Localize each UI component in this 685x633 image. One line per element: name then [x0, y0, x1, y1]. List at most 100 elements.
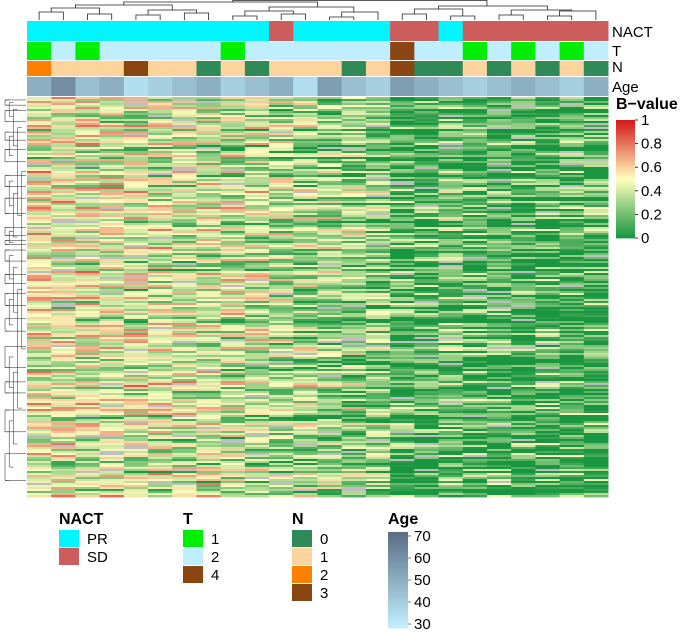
heatmap-cell — [293, 331, 318, 334]
heatmap-cell — [27, 163, 52, 166]
heatmap-cell — [148, 391, 173, 394]
heatmap-cell — [438, 133, 464, 136]
heatmap-cell — [486, 369, 512, 372]
heatmap-cell — [220, 473, 246, 476]
heatmap-cell — [148, 287, 173, 290]
heatmap-cell — [341, 319, 367, 322]
heatmap-cell — [220, 345, 246, 348]
heatmap-cell — [51, 365, 76, 368]
heatmap-cell — [511, 429, 536, 432]
heatmap-cell — [341, 331, 367, 334]
heatmap-cell — [75, 125, 101, 128]
heatmap-cell — [365, 237, 391, 240]
heatmap-cell — [172, 407, 197, 410]
heatmap-cell — [414, 425, 440, 428]
heatmap-cell — [390, 123, 415, 126]
heatmap-cell — [99, 153, 125, 156]
heatmap-cell — [172, 243, 197, 246]
heatmap-cell — [462, 477, 488, 480]
heatmap-cell — [75, 365, 101, 368]
heatmap-cell — [438, 193, 464, 196]
heatmap-cell — [462, 313, 488, 316]
heatmap-cell — [75, 149, 101, 152]
heatmap-cell — [390, 251, 415, 254]
heatmap-cell — [390, 247, 415, 250]
heatmap-cell — [220, 351, 246, 354]
heatmap-cell — [365, 435, 391, 438]
heatmap-cell — [365, 379, 391, 382]
heatmap-cell — [341, 457, 367, 460]
heatmap-cell — [51, 101, 76, 104]
heatmap-cell — [196, 373, 222, 376]
annotation-cell — [269, 77, 294, 96]
heatmap-cell — [511, 209, 536, 212]
heatmap-cell — [317, 303, 343, 306]
heatmap-cell — [317, 157, 343, 160]
heatmap-cell — [511, 265, 536, 268]
heatmap-cell — [341, 125, 367, 128]
heatmap-cell — [293, 119, 318, 122]
heatmap-cell — [341, 425, 367, 428]
heatmap-cell — [51, 113, 76, 116]
row-dendrogram — [4, 99, 26, 481]
heatmap-cell — [148, 425, 173, 428]
heatmap-cell — [269, 155, 294, 158]
heatmap-cell — [583, 157, 609, 160]
heatmap-cell — [341, 345, 367, 348]
heatmap-cell — [51, 437, 76, 440]
heatmap-cell — [75, 421, 101, 424]
heatmap-cell — [244, 295, 270, 298]
heatmap-cell — [486, 341, 512, 344]
heatmap-cell — [511, 267, 536, 270]
heatmap-cell — [365, 145, 391, 148]
heatmap-cell — [462, 379, 488, 382]
heatmap-cell — [27, 389, 52, 392]
heatmap-cell — [486, 311, 512, 314]
heatmap-cell — [317, 353, 343, 356]
heatmap-cell — [75, 439, 101, 442]
heatmap-cell — [148, 459, 173, 462]
heatmap-cell — [220, 279, 246, 282]
heatmap-cell — [51, 451, 76, 454]
heatmap-cell — [317, 475, 343, 478]
heatmap-cell — [293, 299, 318, 302]
heatmap-cell — [220, 201, 246, 204]
heatmap-cell — [99, 341, 125, 344]
heatmap-cell — [511, 445, 536, 448]
heatmap-row — [27, 263, 609, 266]
heatmap-cell — [390, 329, 415, 332]
heatmap-cell — [317, 473, 343, 476]
heatmap-cell — [535, 219, 561, 222]
heatmap-cell — [341, 265, 367, 268]
heatmap-cell — [244, 267, 270, 270]
heatmap-cell — [244, 107, 270, 110]
heatmap-cell — [511, 185, 536, 188]
heatmap-cell — [486, 177, 512, 180]
heatmap-cell — [99, 441, 125, 444]
heatmap-cell — [317, 277, 343, 280]
heatmap-cell — [148, 215, 173, 218]
heatmap-cell — [559, 259, 585, 262]
heatmap-cell — [123, 251, 149, 254]
heatmap-cell — [486, 411, 512, 414]
heatmap-cell — [535, 347, 561, 350]
heatmap-row — [27, 235, 609, 238]
heatmap-cell — [293, 127, 318, 130]
heatmap-cell — [317, 155, 343, 158]
heatmap-cell — [559, 173, 585, 176]
heatmap-cell — [51, 199, 76, 202]
heatmap-cell — [244, 409, 270, 412]
heatmap-cell — [365, 391, 391, 394]
heatmap-cell — [51, 171, 76, 174]
heatmap-cell — [462, 407, 488, 410]
heatmap-cell — [414, 251, 440, 254]
heatmap-cell — [462, 287, 488, 290]
heatmap-cell — [390, 387, 415, 390]
heatmap-cell — [196, 303, 222, 306]
heatmap-cell — [148, 285, 173, 288]
heatmap-cell — [390, 331, 415, 334]
dendrogram-branch — [4, 249, 10, 262]
heatmap-row — [27, 475, 609, 478]
annotation-cell — [365, 61, 391, 76]
heatmap-cell — [99, 477, 125, 480]
